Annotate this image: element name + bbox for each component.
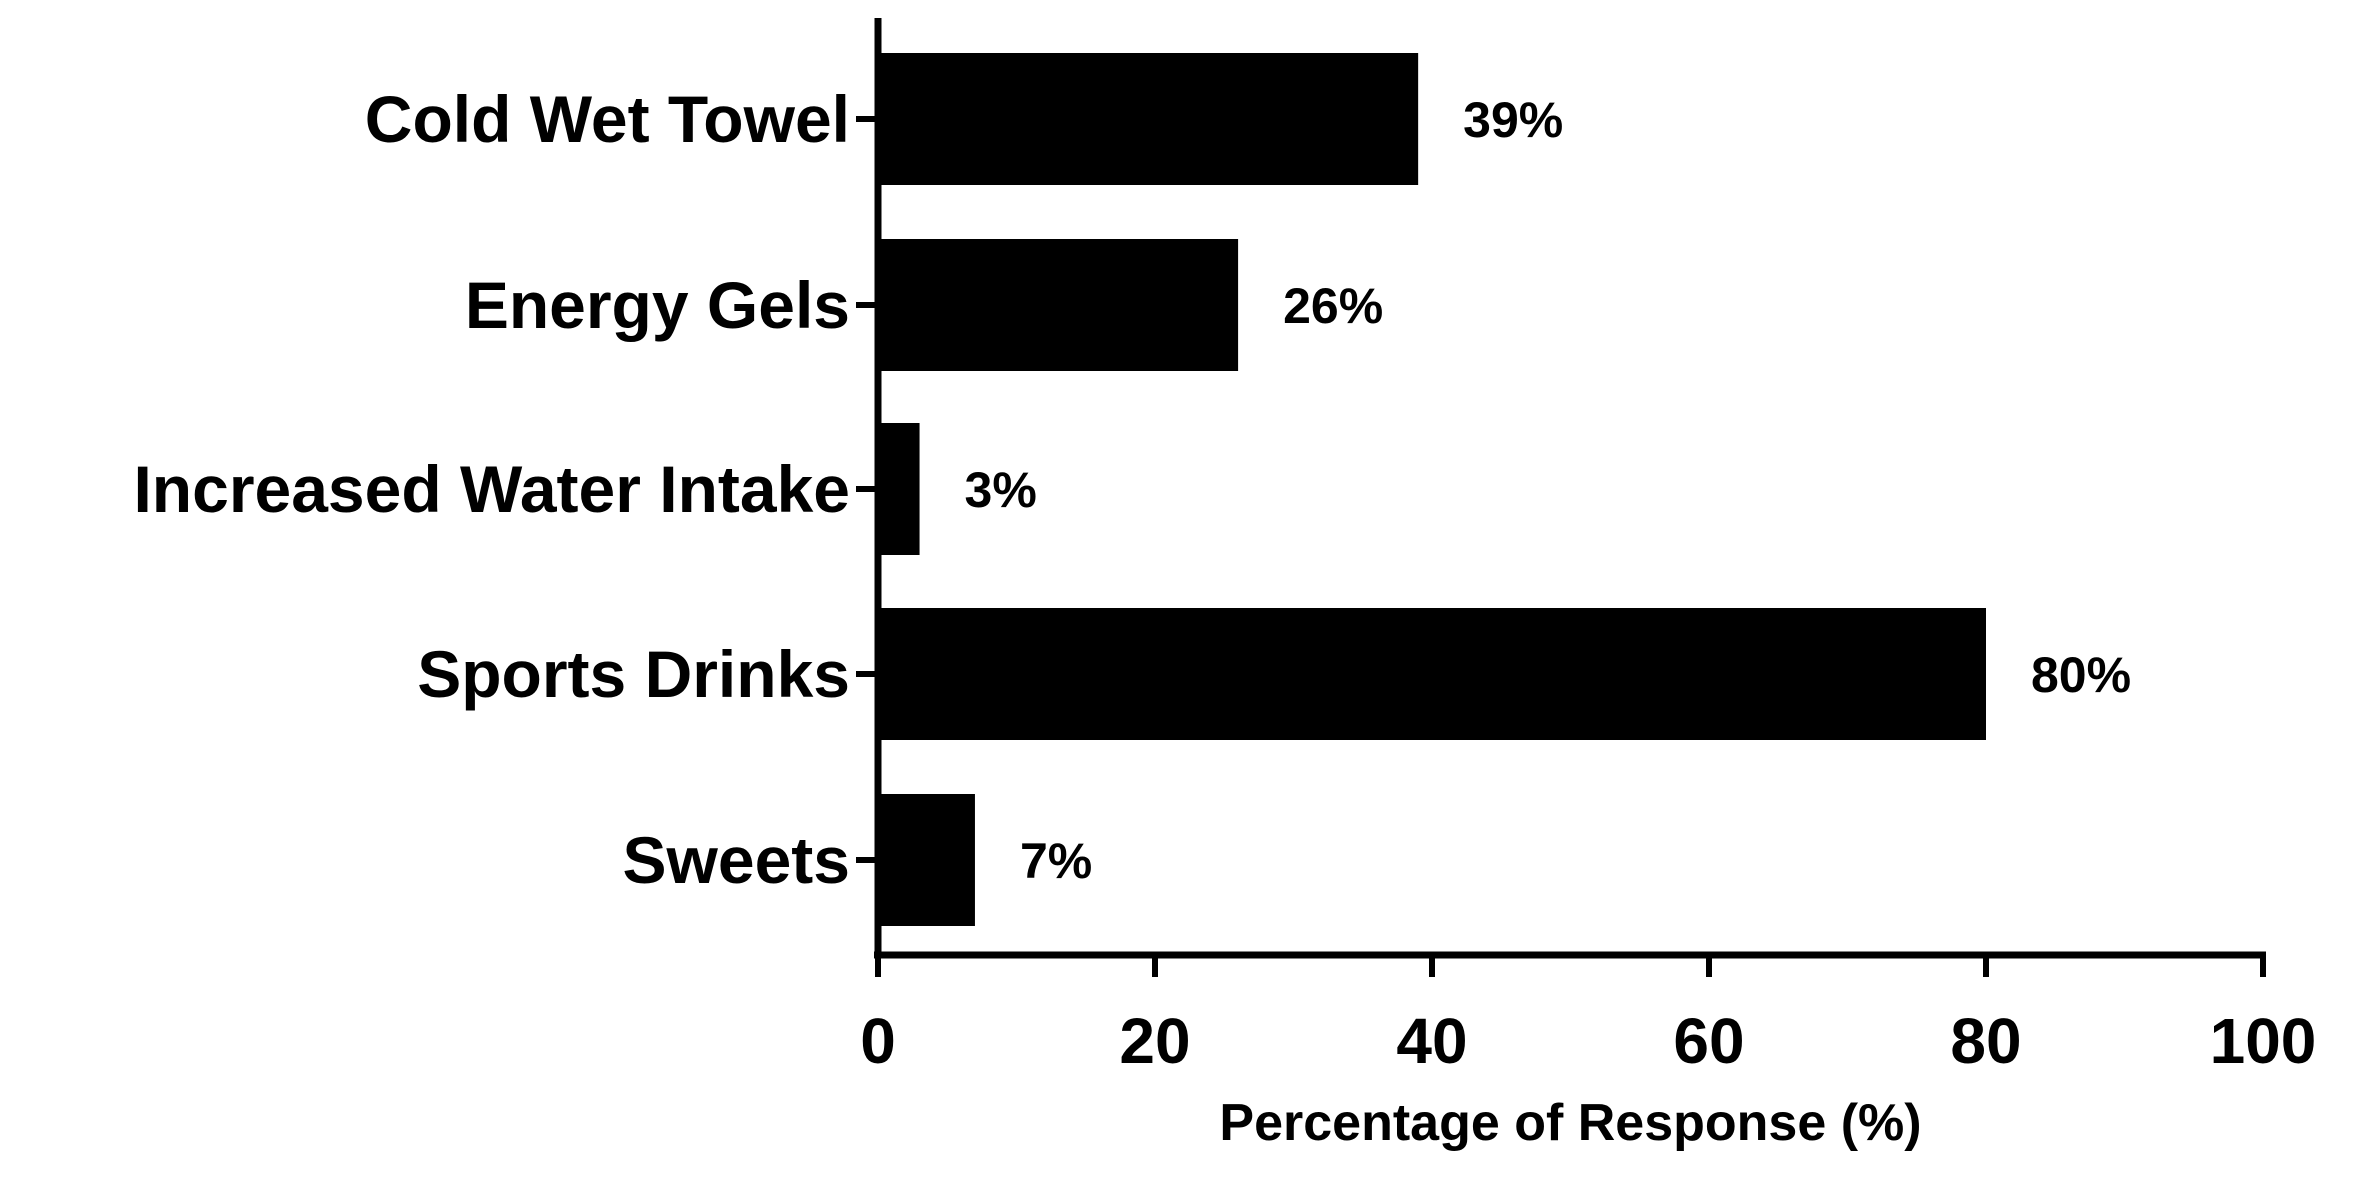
bar-4 [878,794,975,926]
x-tick-label-1: 20 [1119,1005,1190,1077]
bar-3 [878,608,1986,740]
x-tick-label-4: 80 [1950,1005,2021,1077]
data-label-0: 39% [1463,92,1563,148]
category-label-1: Energy Gels [465,268,850,342]
x-axis-title: Percentage of Response (%) [1219,1094,1921,1152]
category-label-3: Sports Drinks [417,637,850,711]
category-label-4: Sweets [623,823,850,897]
x-tick-label-0: 0 [860,1005,896,1077]
data-label-2: 3% [965,462,1037,518]
x-tick-label-5: 100 [2210,1005,2317,1077]
bar-0 [878,53,1419,185]
data-label-3: 80% [2031,647,2131,703]
bar-2 [878,423,920,555]
y-axis: Cold Wet Towel Energy Gels Increased Water… [133,18,882,955]
bars-group [878,53,1986,926]
bar-1 [878,239,1239,371]
category-label-0: Cold Wet Towel [365,82,850,156]
x-tick-label-3: 60 [1673,1005,1744,1077]
x-axis: 0 20 40 60 80 100 [860,951,2317,1077]
category-label-2: Increased Water Intake [133,452,850,526]
data-labels-group: 39% 26% 3% 80% 7% [965,92,2132,889]
data-label-1: 26% [1283,278,1383,334]
x-tick-label-2: 40 [1396,1005,1467,1077]
data-label-4: 7% [1020,833,1092,889]
